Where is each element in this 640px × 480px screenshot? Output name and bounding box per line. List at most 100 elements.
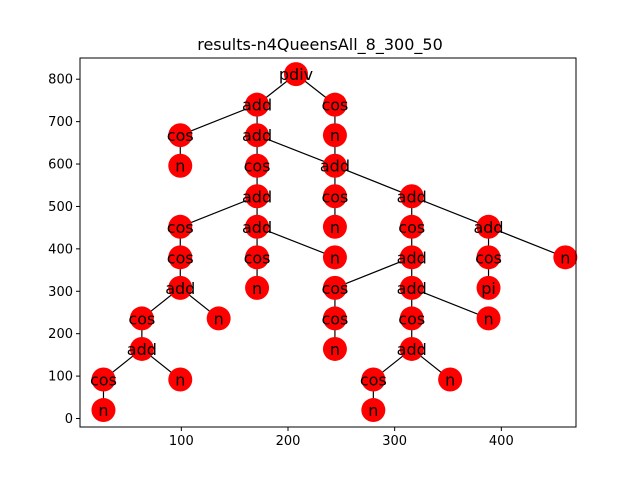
node-36: cos <box>90 367 117 392</box>
node-15: cos <box>398 214 425 239</box>
node-10: cos <box>321 184 348 209</box>
node-18: cos <box>244 245 271 270</box>
y-tick-label: 0 <box>65 412 73 427</box>
node-label: pi <box>481 279 496 298</box>
node-label: n <box>445 370 455 389</box>
node-marker <box>553 245 578 270</box>
node-27: pi <box>476 275 501 300</box>
node-marker <box>322 336 347 361</box>
node-marker <box>168 275 193 300</box>
node-30: cos <box>321 306 348 331</box>
node-marker <box>206 306 231 331</box>
x-tick-label: 200 <box>276 434 301 449</box>
node-label: n <box>330 340 340 359</box>
node-label: add <box>242 126 272 145</box>
chart-title: results-n4QueensAll_8_300_50 <box>197 35 443 55</box>
node-24: n <box>245 275 270 300</box>
node-marker <box>399 336 424 361</box>
node-39: n <box>438 367 463 392</box>
node-label: add <box>242 187 272 206</box>
node-28: cos <box>128 306 155 331</box>
node-label: n <box>483 309 493 328</box>
node-marker <box>91 367 116 392</box>
node-marker <box>245 184 270 209</box>
node-label: cos <box>167 248 194 267</box>
node-1: add <box>242 92 272 117</box>
node-13: add <box>242 214 272 239</box>
node-label: add <box>242 218 272 237</box>
node-marker <box>322 275 347 300</box>
x-tick-label: 100 <box>169 434 194 449</box>
node-label: n <box>214 309 224 328</box>
node-label: cos <box>398 309 425 328</box>
node-marker <box>399 306 424 331</box>
node-marker <box>91 398 116 423</box>
edge-8-11 <box>334 165 412 197</box>
node-marker <box>245 275 270 300</box>
node-label: cos <box>167 126 194 145</box>
node-8: add <box>320 153 350 178</box>
y-tick-label: 100 <box>48 370 73 385</box>
node-marker <box>168 214 193 239</box>
node-25: cos <box>321 275 348 300</box>
node-marker <box>322 92 347 117</box>
node-12: cos <box>167 214 194 239</box>
node-19: n <box>322 245 347 270</box>
node-marker <box>168 153 193 178</box>
node-34: n <box>322 336 347 361</box>
node-label: cos <box>167 218 194 237</box>
node-marker <box>322 306 347 331</box>
node-26: add <box>397 275 427 300</box>
node-label: n <box>175 157 185 176</box>
node-label: pdiv <box>279 65 313 84</box>
node-38: cos <box>360 367 387 392</box>
node-marker <box>399 245 424 270</box>
node-33: add <box>127 336 157 361</box>
node-17: cos <box>167 245 194 270</box>
node-label: cos <box>321 309 348 328</box>
node-label: cos <box>360 370 387 389</box>
node-37: n <box>168 367 193 392</box>
y-tick-label: 400 <box>48 242 73 257</box>
node-label: n <box>560 248 570 267</box>
node-label: add <box>397 340 427 359</box>
edge-11-16 <box>411 195 489 228</box>
node-marker <box>245 245 270 270</box>
node-14: n <box>322 214 347 239</box>
node-label: add <box>320 157 350 176</box>
node-marker <box>245 92 270 117</box>
node-label: cos <box>90 370 117 389</box>
node-29: n <box>206 306 231 331</box>
node-marker <box>476 275 501 300</box>
node-label: cos <box>321 279 348 298</box>
edge-16-22 <box>488 226 566 258</box>
node-label: n <box>330 218 340 237</box>
node-11: add <box>397 184 427 209</box>
node-marker <box>476 245 501 270</box>
node-marker <box>438 367 463 392</box>
node-21: cos <box>475 245 502 270</box>
node-0: pdiv <box>279 62 313 87</box>
node-marker <box>476 306 501 331</box>
node-4: add <box>242 123 272 148</box>
node-marker <box>322 153 347 178</box>
node-20: add <box>397 245 427 270</box>
node-marker <box>361 398 386 423</box>
y-tick-label: 800 <box>48 73 73 88</box>
edge-13-19 <box>256 226 336 258</box>
y-tick-label: 500 <box>48 200 73 215</box>
node-marker <box>129 336 154 361</box>
node-label: cos <box>321 96 348 115</box>
node-marker <box>399 214 424 239</box>
y-tick-label: 200 <box>48 327 73 342</box>
edge-4-8 <box>256 134 336 167</box>
node-label: add <box>397 279 427 298</box>
node-marker <box>284 62 308 87</box>
node-marker <box>322 214 347 239</box>
node-7: cos <box>244 153 271 178</box>
node-marker <box>399 184 424 209</box>
node-label: add <box>473 218 503 237</box>
node-label: n <box>330 126 340 145</box>
node-31: cos <box>398 306 425 331</box>
